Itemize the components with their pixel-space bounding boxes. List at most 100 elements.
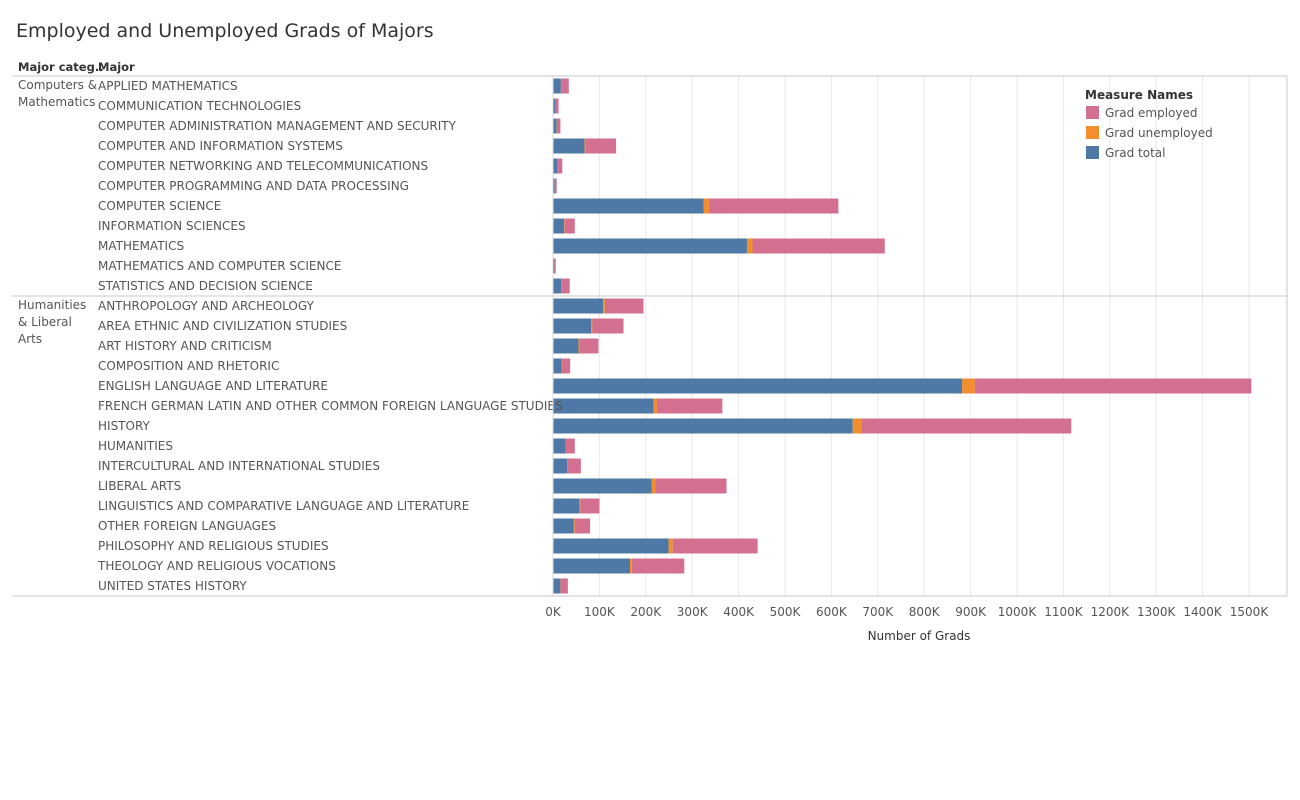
bar-grad-unemployed[interactable]: [591, 318, 593, 334]
bar-grad-employed[interactable]: [560, 578, 568, 594]
bar-grad-unemployed[interactable]: [565, 438, 567, 454]
bar-grad-total[interactable]: [553, 298, 604, 314]
bar-grad-total[interactable]: [553, 78, 561, 94]
legend[interactable]: Measure Names Grad employed Grad unemploye…: [1085, 88, 1213, 160]
column-header-major[interactable]: Major: [98, 60, 135, 74]
bar-grad-unemployed[interactable]: [561, 278, 562, 294]
chart-title: Employed and Unemployed Grads of Majors: [16, 20, 434, 42]
x-tick-label: 600K: [816, 605, 848, 619]
major-label: ART HISTORY AND CRITICISM: [98, 339, 272, 353]
bar-grad-total[interactable]: [553, 258, 555, 274]
bar-grad-total[interactable]: [553, 138, 585, 154]
bar-grad-unemployed[interactable]: [579, 498, 581, 514]
legend-item-label[interactable]: Grad total: [1105, 146, 1165, 160]
bar-grad-employed[interactable]: [631, 558, 685, 574]
bar-grad-employed[interactable]: [567, 458, 581, 474]
major-label: ANTHROPOLOGY AND ARCHEOLOGY: [98, 299, 315, 313]
bar-grad-total[interactable]: [553, 318, 592, 334]
bar-grad-total[interactable]: [553, 498, 580, 514]
bar-grad-total[interactable]: [553, 158, 558, 174]
major-label: MATHEMATICS AND COMPUTER SCIENCE: [98, 259, 341, 273]
bar-grad-employed[interactable]: [604, 298, 644, 314]
major-label: INFORMATION SCIENCES: [98, 219, 246, 233]
bar-grad-total[interactable]: [553, 118, 557, 134]
bar-grad-employed[interactable]: [574, 518, 591, 534]
bar-grad-unemployed[interactable]: [852, 418, 863, 434]
bar-grad-employed[interactable]: [655, 478, 727, 494]
bar-grad-unemployed[interactable]: [603, 298, 605, 314]
bar-grad-employed[interactable]: [561, 78, 569, 94]
bar-grad-employed[interactable]: [561, 278, 570, 294]
bar-grad-total[interactable]: [553, 198, 704, 214]
bar-grad-total[interactable]: [553, 98, 556, 114]
bar-grad-total[interactable]: [553, 218, 565, 234]
major-category-label: Arts: [18, 332, 42, 346]
bar-grad-employed[interactable]: [565, 438, 575, 454]
legend-swatch[interactable]: [1086, 146, 1099, 159]
bar-grad-total[interactable]: [553, 458, 568, 474]
bar-grad-unemployed[interactable]: [561, 358, 563, 374]
bar-grad-unemployed[interactable]: [560, 78, 562, 94]
legend-swatch[interactable]: [1086, 106, 1099, 119]
major-label: PHILOSOPHY AND RELIGIOUS STUDIES: [98, 539, 329, 553]
bar-grad-total[interactable]: [553, 278, 562, 294]
bar-grad-employed[interactable]: [752, 238, 885, 254]
column-header-major-category[interactable]: Major categ..: [18, 60, 104, 74]
bar-grad-unemployed[interactable]: [651, 478, 656, 494]
bar-grad-total[interactable]: [553, 338, 579, 354]
bar-grad-employed[interactable]: [579, 338, 599, 354]
bar-grad-employed[interactable]: [708, 198, 839, 214]
bar-grad-employed[interactable]: [580, 498, 600, 514]
bar-grad-employed[interactable]: [592, 318, 624, 334]
bar-grad-unemployed[interactable]: [573, 518, 575, 534]
bar-grad-unemployed[interactable]: [578, 338, 580, 354]
bar-grad-employed[interactable]: [556, 98, 559, 114]
bar-grad-total[interactable]: [553, 378, 963, 394]
bar-grad-total[interactable]: [553, 518, 574, 534]
bar-grad-unemployed[interactable]: [653, 398, 657, 414]
x-tick-label: 400K: [723, 605, 755, 619]
bar-grad-total[interactable]: [553, 558, 631, 574]
major-category-label: & Liberal: [18, 315, 72, 329]
bar-grad-employed[interactable]: [974, 378, 1252, 394]
bar-grad-total[interactable]: [553, 358, 562, 374]
bar-grad-unemployed[interactable]: [630, 558, 632, 574]
legend-swatch[interactable]: [1086, 126, 1099, 139]
bar-grad-employed[interactable]: [562, 358, 571, 374]
x-tick-label: 200K: [630, 605, 662, 619]
bar-grad-total[interactable]: [553, 238, 747, 254]
bar-grad-unemployed[interactable]: [668, 538, 673, 554]
bar-grad-employed[interactable]: [556, 118, 561, 134]
bar-grad-employed[interactable]: [564, 218, 575, 234]
bar-grad-total[interactable]: [553, 538, 669, 554]
bar-grad-unemployed[interactable]: [746, 238, 753, 254]
bar-grad-unemployed[interactable]: [584, 138, 586, 154]
bar-grad-total[interactable]: [553, 478, 652, 494]
bar-grad-unemployed[interactable]: [567, 458, 568, 474]
bar-grad-employed[interactable]: [656, 398, 723, 414]
x-axis: 0K 100K 200K 300K 400K 500K 600K 700K 800K 900K 10…: [545, 605, 1269, 643]
bar-grad-employed[interactable]: [557, 158, 563, 174]
bar-grad-total[interactable]: [553, 398, 654, 414]
bar-grad-employed[interactable]: [672, 538, 758, 554]
bar-grad-employed[interactable]: [554, 178, 557, 194]
bar-grad-total[interactable]: [553, 418, 853, 434]
bar-grad-employed[interactable]: [862, 418, 1072, 434]
bar-grad-unemployed[interactable]: [703, 198, 709, 214]
bar-grad-unemployed[interactable]: [564, 218, 565, 234]
bar-grad-unemployed[interactable]: [962, 378, 975, 394]
x-tick-label: 300K: [677, 605, 709, 619]
bar-grad-total[interactable]: [553, 438, 566, 454]
bar-grad-employed[interactable]: [554, 258, 556, 274]
bar-grad-total[interactable]: [553, 178, 555, 194]
x-tick-label: 1000K: [998, 605, 1038, 619]
x-tick-label: 1100K: [1044, 605, 1084, 619]
bar-grad-unemployed[interactable]: [557, 158, 559, 174]
bar-grad-total[interactable]: [553, 578, 561, 594]
bar-grad-employed[interactable]: [585, 138, 617, 154]
major-label: COMPUTER PROGRAMMING AND DATA PROCESSING: [98, 179, 409, 193]
legend-item-label[interactable]: Grad employed: [1105, 106, 1197, 120]
legend-item-label[interactable]: Grad unemployed: [1105, 126, 1213, 140]
